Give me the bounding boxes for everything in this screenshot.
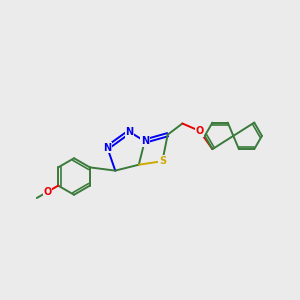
Text: S: S	[159, 156, 166, 166]
Text: N: N	[125, 127, 134, 137]
Text: N: N	[103, 142, 111, 153]
Text: O: O	[195, 126, 204, 136]
Text: N: N	[141, 136, 149, 146]
Text: O: O	[44, 187, 52, 197]
Text: O: O	[44, 187, 52, 197]
